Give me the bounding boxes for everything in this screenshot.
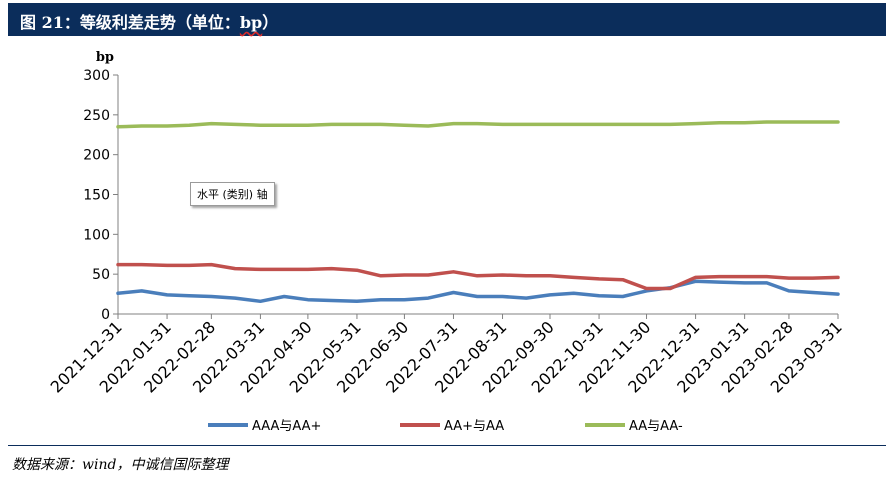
title-prefix: 图 21：等级利差走势（单位： [20, 13, 240, 32]
series-line-2 [116, 262, 840, 291]
y-tick-label: 0 [101, 307, 110, 323]
chart-legend: AAA与AA+ AA+与AA AA与AA- [208, 419, 683, 434]
legend-label-3: AA与AA- [629, 419, 683, 434]
y-tick-label: 100 [83, 227, 110, 243]
footer-divider [8, 445, 886, 446]
chart-axes: bp0501001502002503002021-12-312022-01-31… [47, 50, 846, 397]
series-line-3 [116, 120, 840, 129]
chart-lines [116, 120, 840, 304]
line-chart: bp0501001502002503002021-12-312022-01-31… [47, 50, 846, 434]
legend-label-2: AA+与AA [444, 419, 504, 434]
y-tick-label: 250 [83, 108, 110, 124]
source-note: 数据来源：wind，中诚信国际整理 [12, 457, 229, 473]
y-tick-label: 150 [83, 188, 110, 204]
series-line-1 [116, 279, 840, 304]
title-unit: bp [239, 13, 263, 32]
y-tick-label: 300 [83, 68, 110, 84]
y-tick-label: 200 [83, 148, 110, 164]
y-axis-label: bp [96, 50, 114, 65]
legend-label-1: AAA与AA+ [252, 419, 321, 434]
title-suffix: ） [262, 13, 279, 32]
axis-tooltip: 水平 (类别) 轴 [190, 182, 275, 206]
title-bar: 图 21：等级利差走势（单位：bp） [8, 3, 886, 36]
chart-title: 图 21：等级利差走势（单位：bp） [20, 9, 278, 33]
y-tick-label: 50 [92, 267, 110, 283]
